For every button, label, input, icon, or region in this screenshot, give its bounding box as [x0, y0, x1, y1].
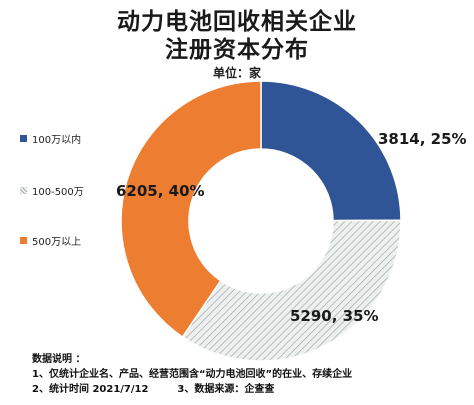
- notes-line-2-source: 3、数据来源：企查查: [177, 384, 275, 395]
- legend-label-1: 100万以内: [32, 135, 82, 146]
- legend-item-3: 500万以上: [20, 233, 81, 248]
- legend-item-1: 100万以内: [20, 131, 81, 146]
- chart-title: 动力电池回收相关企业 注册资本分布: [0, 8, 474, 64]
- chart-title-line-2: 注册资本分布: [165, 37, 309, 63]
- notes-line-2-time: 2、统计时间 2021/7/12: [32, 384, 149, 395]
- data-label-2: 5290, 35%: [290, 307, 379, 325]
- unit-label: 单位：家: [212, 66, 261, 80]
- donut-slice-3: [120, 80, 262, 338]
- notes-line-1: 1、仅统计企业名、产品、经营范围含“动力电池回收”的在业、存续企业: [32, 369, 353, 380]
- chart-title-line-1: 动力电池回收相关企业: [117, 9, 357, 35]
- notes-heading: 数据说明 ：: [32, 354, 86, 365]
- notes-line-2: 2、统计时间 2021/7/12 3、数据来源：企查查: [32, 382, 352, 397]
- donut-slice-1: [260, 80, 402, 222]
- legend-swatch-3: [20, 237, 27, 244]
- legend-item-2: 100-500万: [20, 183, 84, 198]
- legend-swatch-2: [20, 187, 27, 194]
- data-notes: 数据说明 ： 1、仅统计企业名、产品、经营范围含“动力电池回收”的在业、存续企业…: [32, 352, 352, 397]
- data-label-3: 6205, 40%: [116, 182, 205, 200]
- legend-swatch-1: [20, 135, 27, 142]
- legend-label-3: 500万以上: [32, 237, 82, 248]
- data-label-1: 3814, 25%: [378, 130, 467, 148]
- legend-label-2: 100-500万: [32, 187, 84, 198]
- donut-slice-2: [181, 219, 402, 362]
